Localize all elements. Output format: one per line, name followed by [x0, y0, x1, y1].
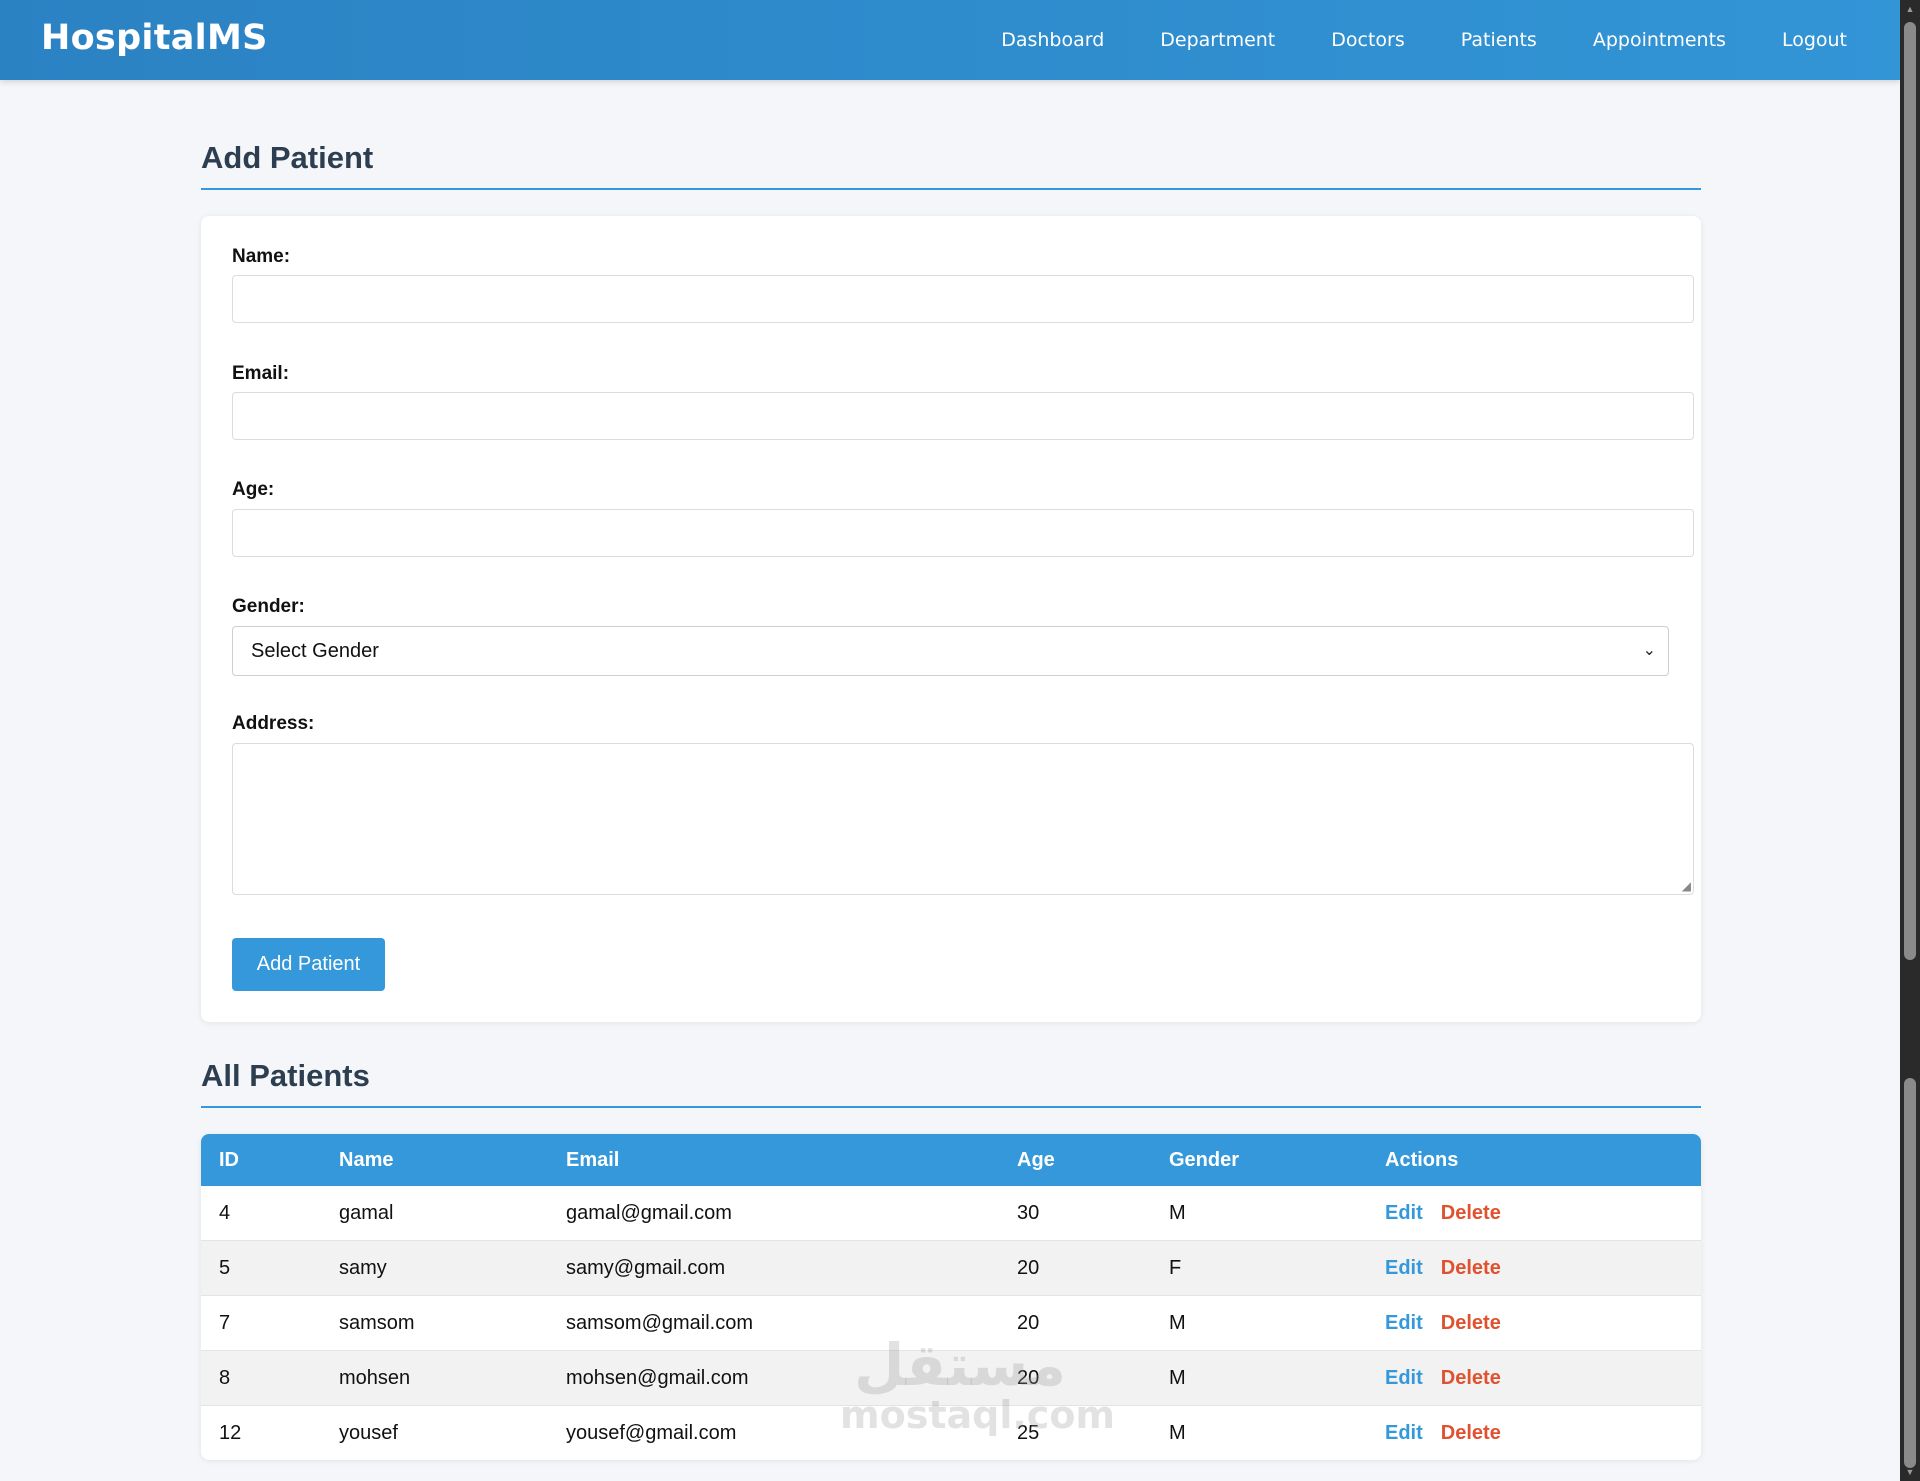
edit-link[interactable]: Edit — [1385, 1366, 1423, 1389]
cell-actions: Edit Delete — [1385, 1296, 1501, 1350]
table-row: 5 samy samy@gmail.com 20 F Edit Delete — [201, 1241, 1701, 1296]
table-row: 12 yousef yousef@gmail.com 25 M Edit Del… — [201, 1406, 1701, 1460]
name-label: Name: — [232, 246, 291, 267]
address-label: Address: — [232, 713, 315, 734]
nav-patients[interactable]: Patients — [1460, 29, 1537, 51]
table-row: 8 mohsen mohsen@gmail.com 20 M Edit Dele… — [201, 1351, 1701, 1406]
cell-actions: Edit Delete — [1385, 1241, 1501, 1295]
cell-email: mohsen@gmail.com — [566, 1366, 749, 1389]
cell-email: samsom@gmail.com — [566, 1311, 754, 1334]
edit-link[interactable]: Edit — [1385, 1311, 1423, 1334]
brand-logo[interactable]: HospitalMS — [41, 18, 268, 58]
cell-email: yousef@gmail.com — [566, 1421, 737, 1444]
delete-link[interactable]: Delete — [1440, 1256, 1501, 1279]
add-patient-form: Name: Email: Age: Gender: Select Gender … — [201, 216, 1701, 1022]
gender-selected-value: Select Gender — [251, 640, 379, 662]
delete-link[interactable]: Delete — [1440, 1311, 1501, 1334]
scroll-down-icon[interactable]: ▼ — [1905, 1467, 1915, 1477]
nav-doctors[interactable]: Doctors — [1331, 29, 1405, 51]
gender-select[interactable]: Select Gender ⌄ — [232, 626, 1669, 676]
cell-email: samy@gmail.com — [566, 1256, 726, 1279]
cell-name: gamal — [339, 1201, 394, 1224]
col-name: Name — [339, 1148, 394, 1171]
cell-age: 20 — [1017, 1311, 1040, 1334]
page-scrollbar[interactable]: ▲ ▼ — [1900, 0, 1920, 1481]
nav-links: Dashboard Department Doctors Patients Ap… — [945, 0, 1847, 80]
col-id: ID — [219, 1148, 239, 1171]
cell-age: 25 — [1017, 1421, 1040, 1444]
scroll-up-icon[interactable]: ▲ — [1905, 4, 1915, 14]
cell-name: mohsen — [339, 1366, 411, 1389]
col-actions: Actions — [1385, 1148, 1459, 1171]
cell-id: 4 — [219, 1201, 231, 1224]
cell-id: 12 — [219, 1421, 242, 1444]
nav-logout[interactable]: Logout — [1781, 29, 1847, 51]
col-gender: Gender — [1169, 1148, 1240, 1171]
cell-gender: M — [1169, 1201, 1186, 1224]
cell-age: 20 — [1017, 1366, 1040, 1389]
cell-id: 8 — [219, 1366, 231, 1389]
table-row: 4 gamal gamal@gmail.com 30 M Edit Delete — [201, 1186, 1701, 1241]
edit-link[interactable]: Edit — [1385, 1256, 1423, 1279]
gender-label: Gender: — [232, 596, 305, 617]
nav-appointments[interactable]: Appointments — [1592, 29, 1726, 51]
add-patient-heading: Add Patient — [201, 140, 1701, 190]
scroll-thumb-lower[interactable] — [1904, 1078, 1916, 1468]
table-header: ID Name Email Age Gender Actions — [201, 1134, 1701, 1186]
scroll-thumb[interactable] — [1904, 22, 1916, 960]
chevron-down-icon: ⌄ — [1642, 642, 1656, 659]
cell-name: samsom — [339, 1311, 415, 1334]
cell-actions: Edit Delete — [1385, 1186, 1501, 1240]
cell-id: 5 — [219, 1256, 231, 1279]
age-input[interactable] — [232, 509, 1694, 557]
patients-table: ID Name Email Age Gender Actions 4 gamal… — [201, 1134, 1701, 1460]
address-textarea[interactable]: ◢ — [232, 743, 1694, 895]
edit-link[interactable]: Edit — [1385, 1201, 1423, 1224]
top-navbar: HospitalMS Dashboard Department Doctors … — [0, 0, 1900, 80]
edit-link[interactable]: Edit — [1385, 1421, 1423, 1444]
cell-gender: F — [1169, 1256, 1182, 1279]
add-patient-button[interactable]: Add Patient — [232, 938, 385, 991]
nav-department[interactable]: Department — [1160, 29, 1276, 51]
table-row: 7 samsom samsom@gmail.com 20 M Edit Dele… — [201, 1296, 1701, 1351]
col-email: Email — [566, 1148, 620, 1171]
cell-gender: M — [1169, 1311, 1186, 1334]
delete-link[interactable]: Delete — [1440, 1201, 1501, 1224]
resize-grip-icon[interactable]: ◢ — [1681, 879, 1691, 893]
cell-email: gamal@gmail.com — [566, 1201, 732, 1224]
age-label: Age: — [232, 479, 275, 500]
email-label: Email: — [232, 363, 290, 384]
cell-id: 7 — [219, 1311, 231, 1334]
email-input[interactable] — [232, 392, 1694, 440]
cell-actions: Edit Delete — [1385, 1351, 1501, 1405]
col-age: Age — [1017, 1148, 1055, 1171]
all-patients-heading: All Patients — [201, 1058, 1701, 1108]
cell-actions: Edit Delete — [1385, 1406, 1501, 1460]
cell-gender: M — [1169, 1421, 1186, 1444]
nav-dashboard[interactable]: Dashboard — [1001, 29, 1105, 51]
cell-age: 30 — [1017, 1201, 1040, 1224]
cell-name: yousef — [339, 1421, 398, 1444]
cell-age: 20 — [1017, 1256, 1040, 1279]
name-input[interactable] — [232, 275, 1694, 323]
delete-link[interactable]: Delete — [1440, 1366, 1501, 1389]
cell-name: samy — [339, 1256, 387, 1279]
cell-gender: M — [1169, 1366, 1186, 1389]
delete-link[interactable]: Delete — [1440, 1421, 1501, 1444]
